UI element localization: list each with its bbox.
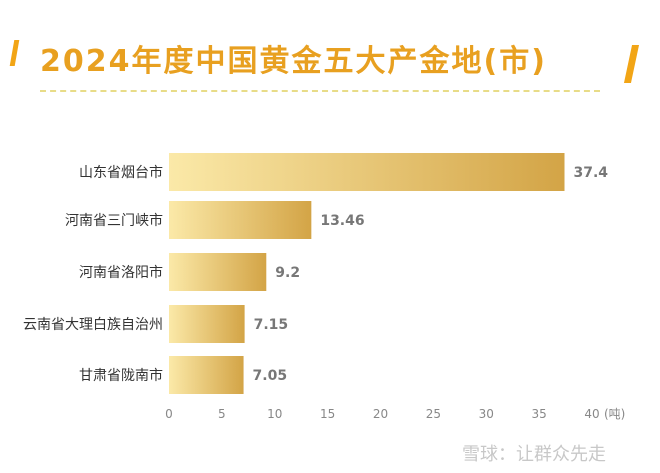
- x-tick-label: 35: [531, 407, 546, 421]
- category-label: 河南省洛阳市: [79, 264, 163, 281]
- x-tick-label: 30: [479, 407, 494, 421]
- watermark: 雪球：让群众先走: [462, 444, 606, 465]
- value-label: 9.2: [275, 265, 300, 281]
- category-label: 云南省大理白族自治州: [23, 317, 163, 333]
- x-tick-label: 40: [584, 407, 599, 421]
- x-tick-label: 10: [267, 407, 282, 421]
- chart-title: 2024年度中国黄金五大产金地(市): [40, 44, 547, 79]
- value-label: 13.46: [320, 213, 364, 229]
- x-tick-label: 0: [165, 407, 173, 421]
- x-unit-label: (吨): [604, 407, 625, 421]
- x-tick-label: 25: [426, 407, 441, 421]
- x-tick-label: 20: [373, 407, 388, 421]
- value-label: 7.05: [253, 368, 288, 384]
- x-tick-label: 5: [218, 407, 226, 421]
- category-label: 甘肃省陇南市: [79, 367, 163, 384]
- bar: [169, 201, 312, 239]
- title-divider: [40, 90, 600, 92]
- bar: [169, 153, 565, 191]
- category-label: 河南省三门峡市: [65, 212, 163, 229]
- bar: [169, 356, 244, 394]
- x-tick-label: 15: [320, 407, 335, 421]
- bar: [169, 305, 245, 343]
- value-label: 37.4: [574, 165, 609, 181]
- bar: [169, 253, 267, 291]
- category-label: 山东省烟台市: [79, 164, 163, 181]
- value-label: 7.15: [254, 317, 289, 333]
